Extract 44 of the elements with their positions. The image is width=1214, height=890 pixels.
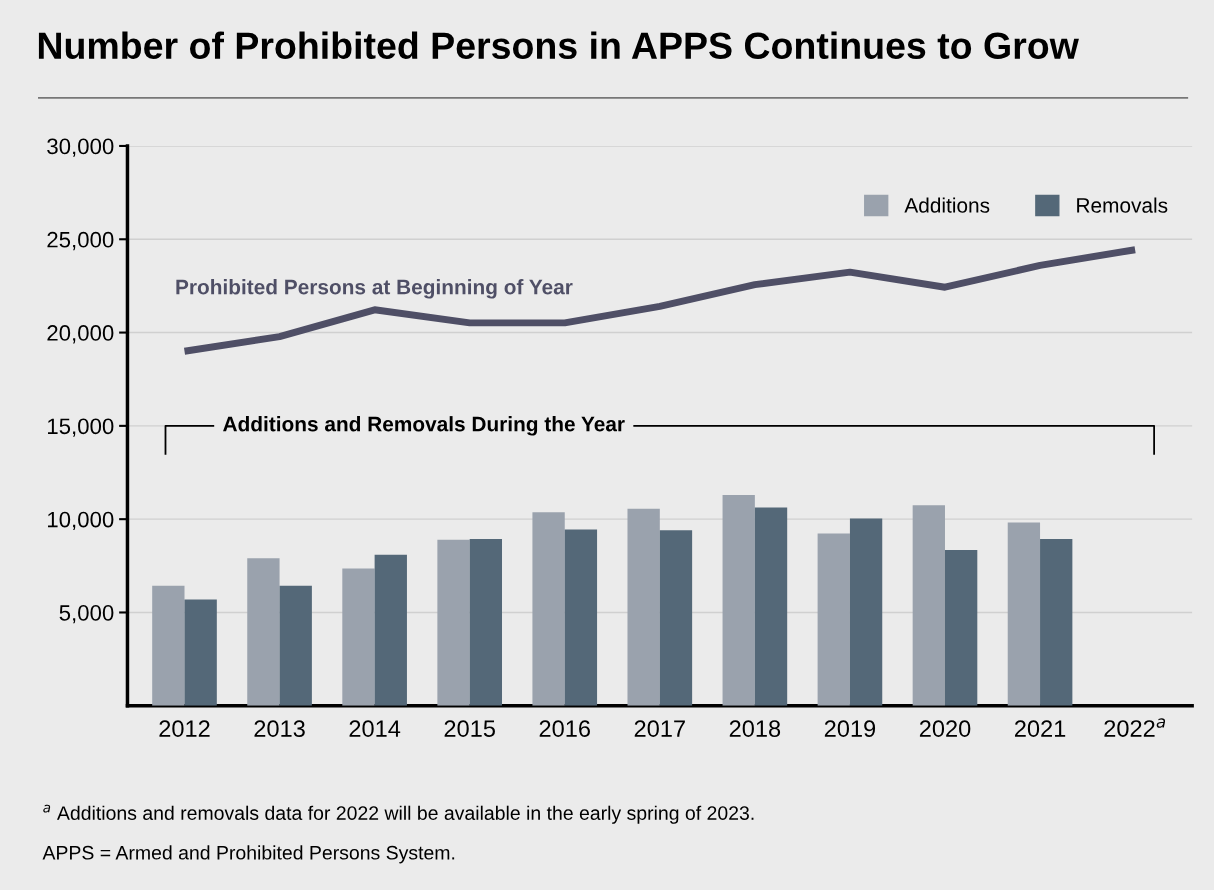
bar — [532, 512, 565, 706]
y-tick-label: 25,000 — [47, 231, 114, 251]
text: APPS = Armed and Prohibited Persons System. — [42, 845, 455, 864]
bar — [152, 585, 185, 706]
chart-title: Number of Prohibited Persons in APPS Continues to Grow — [38, 31, 1079, 60]
bar — [374, 554, 407, 706]
y-tick-label: 5,000 — [59, 605, 114, 624]
bar — [342, 568, 375, 706]
y-tick-label: 20,000 — [47, 325, 114, 344]
legend-label: Removals — [1077, 197, 1168, 213]
x-tick-label: 2022$^{a}$ — [1104, 718, 1166, 737]
bar — [944, 549, 978, 706]
x-tick-label: 2020 — [919, 720, 971, 737]
bar — [817, 533, 850, 706]
bar — [437, 539, 470, 706]
bar — [659, 530, 693, 706]
bar — [247, 558, 280, 706]
x-tick-label: 2016 — [539, 720, 590, 737]
y-tick-label: 15,000 — [48, 418, 114, 437]
series-label: Prohibited Persons at Beginning of Year — [176, 279, 573, 299]
annotation: Additions and Removals During the Year — [223, 416, 625, 436]
x-tick-label: 2019 — [824, 720, 876, 737]
bar — [1040, 538, 1073, 706]
bar — [184, 599, 217, 706]
bar — [754, 507, 788, 706]
y-tick-label: 10,000 — [48, 511, 114, 531]
bar — [564, 529, 598, 706]
x-tick-label: 2014 — [349, 720, 401, 737]
bar — [722, 495, 755, 706]
text: $^{a}$ Additions and removals data for 2022 will be available in the early spring of 2023. — [43, 804, 754, 824]
x-tick-label: 2021 — [1014, 720, 1066, 737]
x-tick-label: 2013 — [254, 720, 305, 737]
bar — [849, 518, 883, 706]
x-tick-label: 2015 — [444, 720, 495, 737]
bar — [627, 508, 660, 706]
x-tick-label: 2012 — [159, 720, 210, 737]
x-tick-label: 2017 — [634, 720, 685, 737]
bar — [279, 585, 312, 706]
legend-label: Additions — [904, 197, 990, 213]
y-tick-label: 30,000 — [47, 138, 114, 157]
bar — [1007, 522, 1041, 706]
bar — [912, 505, 945, 706]
bar — [469, 538, 503, 706]
x-tick-label: 2018 — [729, 720, 781, 737]
